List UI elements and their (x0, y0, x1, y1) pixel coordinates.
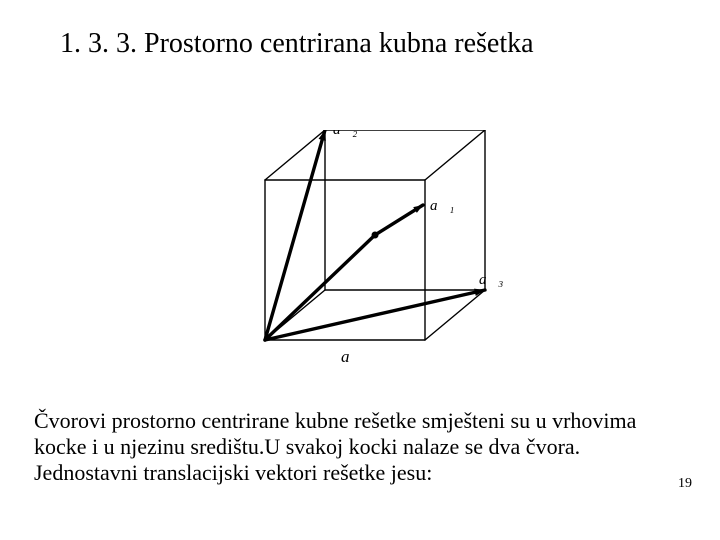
svg-text:a⃗₂: a⃗₂ (333, 130, 357, 138)
svg-text:a⃗₁: a⃗₁ (430, 198, 454, 214)
svg-text:a⃗₃: a⃗₃ (479, 272, 503, 288)
svg-text:a: a (341, 347, 350, 366)
section-heading: 1. 3. 3. Prostorno centrirana kubna reše… (60, 28, 534, 60)
page-number: 19 (678, 476, 692, 492)
body-paragraph: Čvorovi prostorno centrirane kubne rešet… (34, 408, 660, 486)
bcc-cube-diagram: a⃗₂ a⃗₁ a⃗₃ a (205, 130, 515, 370)
